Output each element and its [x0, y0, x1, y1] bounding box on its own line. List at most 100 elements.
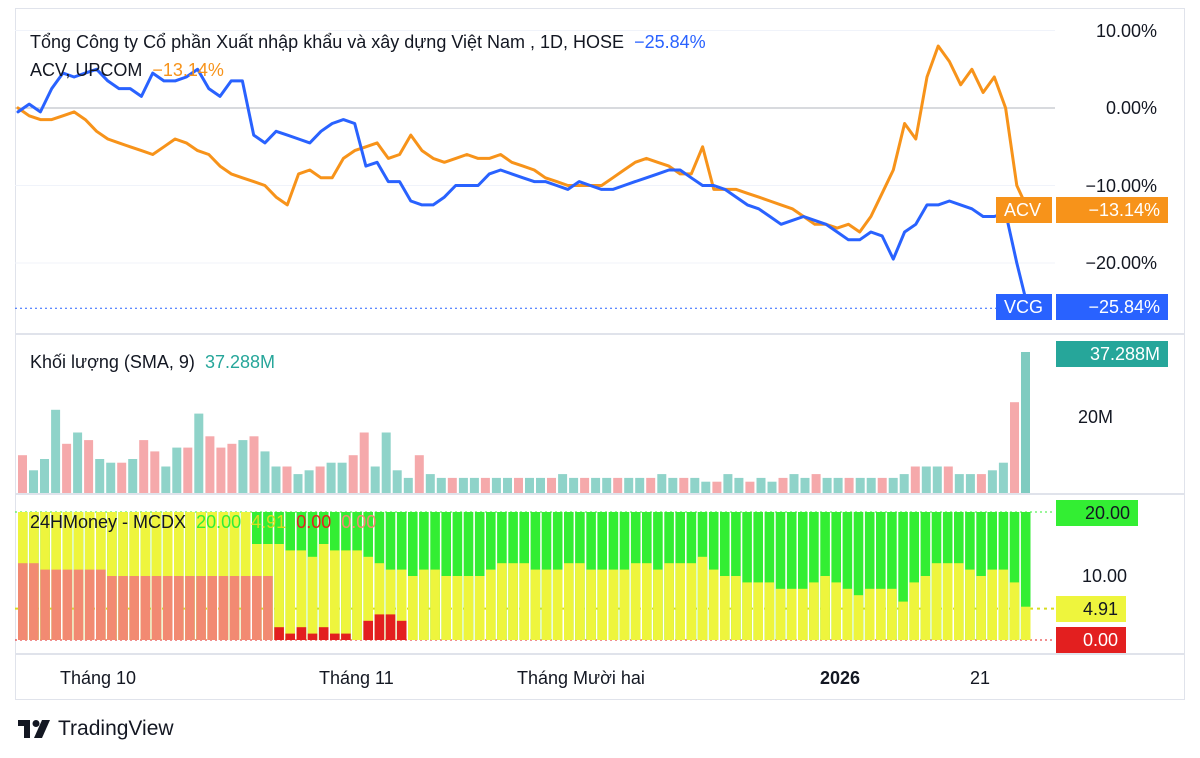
- mcdx-bar-yellow: [809, 582, 819, 640]
- mcdx-bar-yellow: [954, 563, 964, 640]
- mcdx-bar-yellow: [731, 576, 741, 640]
- mcdx-bar-green: [909, 512, 919, 640]
- volume-value-badge: 37.288M: [1056, 341, 1168, 367]
- time-label: Tháng 10: [60, 668, 137, 688]
- mcdx-bar-green: [809, 512, 819, 640]
- mcdx-bar-yellow: [831, 582, 841, 640]
- volume-bar: [183, 447, 193, 493]
- volume-bar: [910, 466, 920, 493]
- volume-bar: [51, 409, 61, 493]
- volume-bar: [580, 477, 590, 493]
- mcdx-bar-salmon: [151, 576, 162, 640]
- mcdx-bar-salmon: [29, 563, 39, 640]
- volume-bar: [172, 447, 182, 493]
- volume-pane[interactable]: [15, 334, 1185, 494]
- volume-bar: [150, 451, 160, 493]
- tradingview-logo-icon: [18, 720, 50, 738]
- volume-bar: [381, 432, 391, 493]
- volume-bar: [84, 440, 94, 493]
- acv-series-line: [16, 44, 1030, 234]
- tradingview-brand[interactable]: TradingView: [18, 717, 174, 741]
- mcdx-bar-yellow: [842, 588, 853, 640]
- mcdx-bar-yellow: [564, 563, 574, 640]
- mcdx-bar-green: [876, 512, 886, 640]
- mcdx-bar-yellow: [775, 588, 786, 640]
- mcdx-bar-yellow: [474, 576, 485, 640]
- mcdx-bar-green: [775, 512, 786, 640]
- mcdx-bar-green: [798, 512, 808, 640]
- time-label: 2026: [820, 668, 861, 688]
- mcdx-bar-salmon: [18, 563, 28, 640]
- time-axis-pane[interactable]: [15, 654, 1185, 700]
- mcdx-bar-yellow: [820, 576, 830, 640]
- volume-bar: [943, 466, 953, 493]
- mcdx-bar-salmon: [62, 569, 73, 640]
- volume-bar: [877, 477, 887, 493]
- acv-legend-value: −13.14%: [152, 60, 224, 80]
- mcdx-bar-yellow: [942, 563, 953, 640]
- mcdx-bar-red: [385, 614, 396, 640]
- price-plot: [15, 30, 1055, 310]
- mcdx-bar-green: [753, 512, 763, 640]
- vcg-value-badge: −25.84%: [1056, 294, 1168, 320]
- mcdx-bar-salmon: [174, 576, 184, 640]
- mcdx-bar-red: [374, 614, 385, 640]
- volume-bar: [987, 470, 997, 493]
- mcdx-bar-yellow: [753, 582, 763, 640]
- mcdx-bar-yellow: [575, 563, 585, 640]
- mcdx-bar-salmon: [129, 576, 139, 640]
- volume-axis-label: 20M: [1077, 407, 1113, 427]
- volume-bar: [447, 477, 457, 493]
- mcdx-bar-yellow: [441, 576, 451, 640]
- volume-bar: [40, 459, 49, 493]
- volume-bar: [117, 462, 127, 493]
- mcdx-bar-yellow: [720, 576, 730, 640]
- mcdx-bar-yellow: [608, 569, 619, 640]
- volume-bar: [62, 443, 72, 493]
- mcdx-bar-green: [1020, 512, 1031, 640]
- volume-bar: [260, 451, 270, 493]
- volume-bar: [690, 477, 700, 493]
- mcdx-bar-yellow: [642, 563, 652, 640]
- volume-bar: [436, 477, 446, 493]
- mcdx-legend: 24HMoney - MCDX 20.00 4.91 0.00 0.00: [30, 512, 376, 533]
- mcdx-bar-salmon: [218, 576, 229, 640]
- volume-legend-value: 37.288M: [204, 352, 275, 372]
- volume-bar: [778, 477, 788, 493]
- volume-plot: [18, 352, 1030, 493]
- volume-bar: [1010, 402, 1019, 493]
- volume-bar: [998, 462, 1008, 493]
- mcdx-bar-yellow: [965, 569, 975, 640]
- mcdx-bar-yellow: [619, 569, 630, 640]
- time-label: Tháng 11: [319, 668, 394, 688]
- volume-bar: [635, 477, 645, 493]
- mcdx-bar-yellow: [519, 563, 529, 640]
- volume-bar: [712, 481, 722, 493]
- mcdx-bar-yellow: [597, 569, 607, 640]
- price-pane[interactable]: [15, 8, 1185, 334]
- volume-bar: [337, 462, 347, 493]
- mcdx-bar-salmon: [40, 569, 50, 640]
- vcg-legend-name: Tổng Công ty Cổ phần Xuất nhập khẩu và x…: [30, 32, 625, 52]
- mcdx-bar-yellow: [530, 569, 541, 640]
- vcg-legend-value: −25.84%: [634, 32, 706, 52]
- volume-bar: [370, 466, 380, 493]
- mcdx-bar-yellow: [552, 569, 563, 640]
- volume-bar: [965, 474, 975, 493]
- volume-bar: [888, 477, 898, 493]
- mcdx-bar-green: [764, 512, 775, 640]
- volume-bar: [591, 477, 601, 493]
- mcdx-bar-yellow: [508, 563, 518, 640]
- mcdx-bar-yellow: [876, 588, 886, 640]
- mcdx-bar-green: [864, 512, 875, 640]
- volume-bar: [29, 470, 38, 493]
- volume-bar: [602, 477, 612, 493]
- mcdx-bar-yellow: [374, 563, 385, 640]
- price-axis-label: 0.00%: [1105, 98, 1157, 118]
- volume-bar: [855, 477, 865, 493]
- mcdx-pane[interactable]: [15, 494, 1185, 654]
- mcdx-bar-yellow: [987, 569, 997, 640]
- volume-bar: [899, 474, 909, 493]
